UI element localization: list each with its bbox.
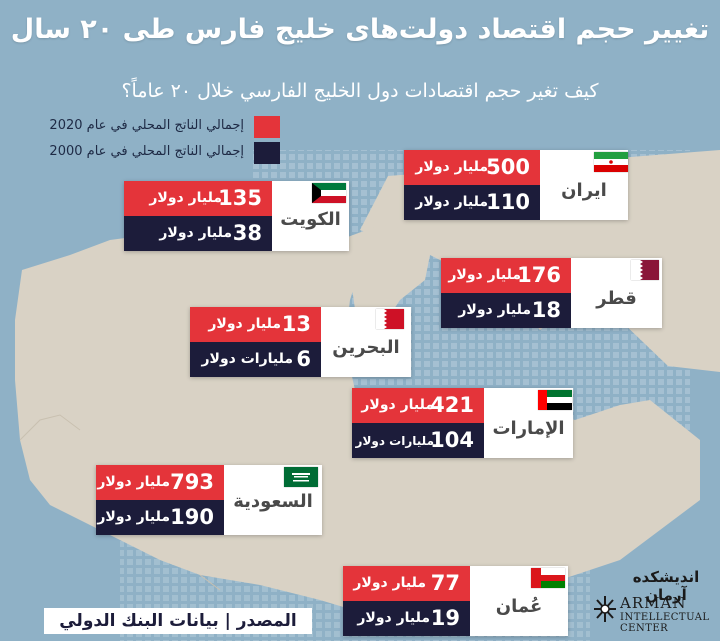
value-2000: 190 مليار دولار [96, 500, 224, 535]
value-2000: 19 مليار دولار [343, 601, 470, 636]
value-unit: مليار دولار [159, 225, 232, 241]
value-number: 13 [281, 312, 311, 336]
value-2000: 38 مليار دولار [124, 216, 272, 251]
logo-persian-text: اندیشکده آرمان [632, 568, 700, 604]
value-2000: 104 مليارات دولار [352, 423, 484, 458]
value-number: 77 [430, 571, 460, 595]
logo-title: ARMAN [620, 594, 687, 612]
value-2020: 421 مليار دولار [352, 388, 484, 423]
value-number: 135 [218, 186, 262, 210]
card-saudi: 793 مليار دولار 190 مليار دولار السعودية [96, 465, 322, 535]
legend-2000-swatch [254, 142, 280, 164]
legend-2020-swatch [254, 116, 280, 138]
value-number: 190 [170, 505, 214, 529]
value-number: 421 [430, 393, 474, 417]
oman-flag-icon [531, 568, 565, 588]
value-2020: 176 مليار دولار [441, 258, 571, 293]
value-2020: 793 مليار دولار [96, 465, 224, 500]
value-number: 793 [170, 470, 214, 494]
country-name: الكويت [280, 209, 341, 230]
infographic-title: تغییر حجم اقتصاد دولت‌های خلیج فارس طی ۲… [10, 14, 710, 45]
land-border [19, 414, 221, 591]
value-number: 38 [232, 221, 262, 245]
bahrain-flag-icon [376, 309, 404, 329]
value-unit: مليار دولار [357, 610, 430, 626]
legend-2020-label: إجمالي الناتج المحلي في عام 2020 [49, 118, 244, 133]
card-oman: 77 مليار دولار 19 مليار دولار عُمان [343, 566, 568, 636]
value-unit: مليار دولار [97, 509, 170, 525]
country-name: البحرين [332, 337, 400, 358]
arman-logo: اندیشکده آرمان ARMAN INTELLECTUAL CENTER [592, 568, 714, 638]
value-number: 110 [486, 190, 530, 214]
value-2020: 13 مليار دولار [190, 307, 321, 342]
card-uae: 421 مليار دولار 104 مليارات دولار الإمار… [352, 388, 573, 458]
card-iran: 500 مليار دولار 110 مليار دولار ایران [404, 150, 628, 220]
value-number: 6 [296, 347, 311, 371]
card-qatar: 176 مليار دولار 18 مليار دولار قطر [441, 258, 662, 328]
source-label: المصدر | بيانات البنك الدولي [44, 608, 312, 634]
card-bahrain: 13 مليار دولار 6 مليارات دولار البحرين [190, 307, 411, 377]
value-2000: 18 مليار دولار [441, 293, 571, 328]
value-unit: مليار دولار [458, 302, 531, 318]
value-unit: مليار دولار [149, 190, 222, 206]
legend-2020: إجمالي الناتج المحلي في عام 2020 [36, 116, 286, 140]
value-unit: مليار دولار [353, 575, 426, 591]
value-number: 500 [486, 155, 530, 179]
value-unit: مليارات دولار [355, 434, 434, 448]
value-unit: مليار دولار [415, 159, 488, 175]
value-2000: 110 مليار دولار [404, 185, 540, 220]
value-number: 18 [531, 298, 561, 322]
value-unit: مليار دولار [415, 194, 488, 210]
legend-2000: إجمالي الناتج المحلي في عام 2000 [36, 142, 286, 166]
value-2020: 500 مليار دولار [404, 150, 540, 185]
value-unit: مليار دولار [361, 397, 434, 413]
infographic-subtitle: كيف تغير حجم اقتصادات دول الخليج الفارسي… [121, 80, 599, 102]
value-2000: 6 مليارات دولار [190, 342, 321, 377]
kuwait-flag-icon [312, 183, 346, 203]
logo-subtitle: INTELLECTUAL CENTER [620, 612, 710, 634]
saudi-flag-icon [284, 467, 318, 487]
value-unit: مليار دولار [448, 267, 521, 283]
country-name: عُمان [495, 596, 543, 617]
country-name: السعودية [233, 491, 313, 512]
arman-emblem-icon [594, 596, 616, 622]
value-number: 104 [430, 428, 474, 452]
value-unit: مليار دولار [97, 474, 170, 490]
country-name: الإمارات [492, 418, 565, 439]
country-name: ایران [561, 180, 607, 201]
iran-flag-icon [594, 152, 628, 172]
legend-2000-label: إجمالي الناتج المحلي في عام 2000 [49, 144, 244, 159]
value-2020: 77 مليار دولار [343, 566, 470, 601]
qatar-flag-icon [631, 260, 659, 280]
card-kuwait: 135 مليار دولار 38 مليار دولار الكويت [124, 181, 349, 251]
value-number: 176 [517, 263, 561, 287]
value-2020: 135 مليار دولار [124, 181, 272, 216]
value-number: 19 [430, 606, 460, 630]
value-unit: مليارات دولار [201, 351, 293, 367]
uae-flag-icon [538, 390, 572, 410]
country-name: قطر [596, 288, 637, 309]
value-unit: مليار دولار [208, 316, 281, 332]
